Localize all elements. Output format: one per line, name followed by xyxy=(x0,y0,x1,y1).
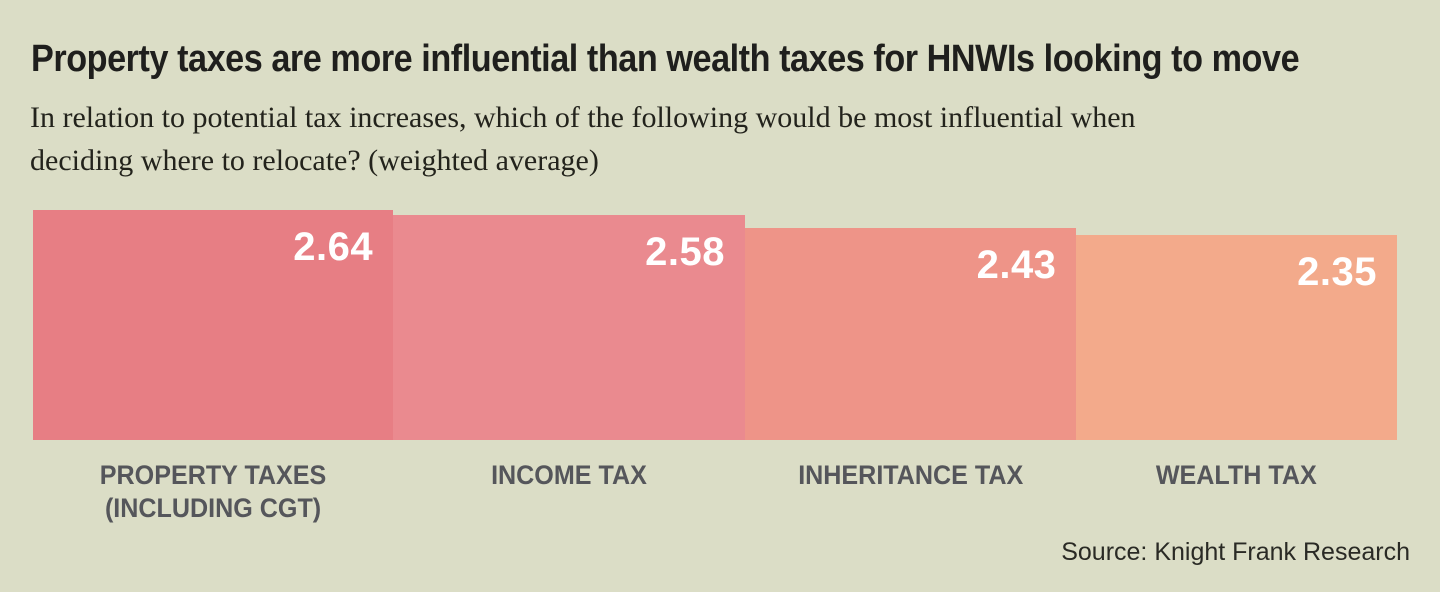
bar-value-label: 2.64 xyxy=(293,225,374,269)
bar-chart: 2.64 PROPERTY TAXES (INCLUDING CGT) 2.58… xyxy=(33,210,1397,524)
bar-wealth-tax: 2.35 xyxy=(1076,235,1397,441)
bar-value-label: 2.58 xyxy=(645,230,725,275)
bar-inheritance-tax: 2.43 xyxy=(745,228,1077,441)
bar-column-wealth-tax: 2.35 WEALTH TAX xyxy=(1076,235,1397,524)
category-label-property-taxes: PROPERTY TAXES (INCLUDING CGT) xyxy=(99,460,327,524)
chart-subtitle: In relation to potential tax increases, … xyxy=(30,101,1136,177)
category-label-wealth-tax: WEALTH TAX xyxy=(1156,460,1318,491)
bar-column-property-taxes: 2.64 PROPERTY TAXES (INCLUDING CGT) xyxy=(33,210,394,524)
bar-column-inheritance-tax: 2.43 INHERITANCE TAX xyxy=(745,228,1077,524)
bar-value-label: 2.35 xyxy=(1297,250,1377,295)
bar-value-label: 2.43 xyxy=(976,243,1057,288)
category-label-inheritance-tax: INHERITANCE TAX xyxy=(798,460,1024,491)
bar-column-income-tax: 2.58 INCOME TAX xyxy=(393,215,745,524)
bar-income-tax: 2.58 xyxy=(393,215,745,441)
bar-property-taxes: 2.64 xyxy=(33,210,394,441)
source-text: Source: Knight Frank Research xyxy=(1061,538,1410,566)
category-label-income-tax: INCOME TAX xyxy=(491,460,647,491)
chart-title: Property taxes are more influential than… xyxy=(31,38,1300,80)
